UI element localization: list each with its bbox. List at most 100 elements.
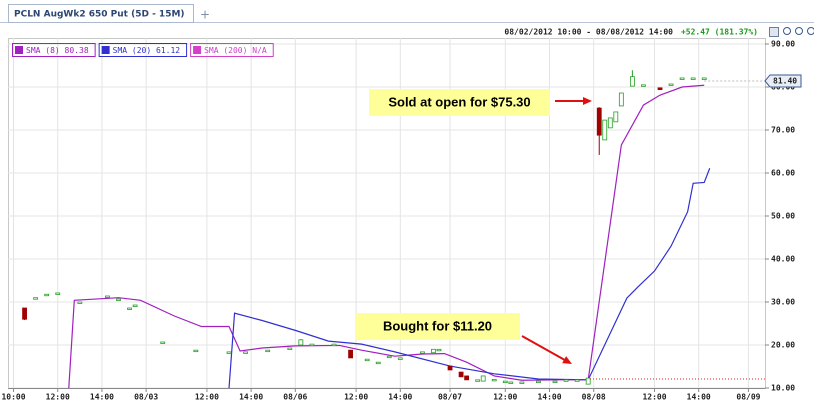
- candle-body: [375, 361, 381, 365]
- last-price-tag: [764, 74, 802, 88]
- candle-body: [364, 358, 370, 362]
- candle-body: [701, 77, 707, 80]
- x-tick-label: 12:00: [46, 393, 70, 402]
- toolbar: [769, 27, 814, 37]
- candle-body: [629, 76, 635, 87]
- candle-body: [641, 84, 646, 87]
- candle-body: [574, 379, 580, 382]
- y-tick-label: 10.00: [771, 384, 795, 393]
- annotation-box: [369, 89, 550, 116]
- candle-body: [44, 293, 50, 297]
- x-tick-label: 14:00: [90, 393, 114, 402]
- y-tick-label: 70.00: [771, 126, 795, 135]
- y-tick-label: 50.00: [771, 212, 795, 221]
- legend-icon[interactable]: [101, 46, 110, 54]
- annotation-text: Bought for $11.20: [383, 318, 492, 333]
- x-tick-label: 12:00: [344, 393, 368, 402]
- candle-body: [519, 381, 525, 384]
- x-tick-label: 12:00: [493, 393, 517, 402]
- candle-body: [502, 380, 508, 384]
- candle-body: [160, 341, 166, 344]
- tab-add[interactable]: +: [200, 8, 210, 22]
- x-tick-label: 08/06: [283, 393, 307, 402]
- candle-body: [480, 375, 486, 382]
- candle-body: [309, 343, 315, 347]
- y-tick-label: 30.00: [771, 298, 795, 307]
- candle-body: [77, 301, 83, 304]
- x-tick-label: 14:00: [388, 393, 412, 402]
- y-tick-label: 20.00: [771, 341, 795, 350]
- legend-icon[interactable]: [193, 46, 202, 54]
- candle-body: [420, 351, 425, 354]
- annotation-box: [355, 313, 520, 340]
- legend-label: SMA (20) 61.12: [113, 46, 181, 55]
- date-range: 08/02/2012 10:00 - 08/08/2012 14:00: [504, 28, 673, 37]
- legend-name: SMA (200): [204, 46, 247, 55]
- legend-icon[interactable]: [15, 46, 23, 54]
- y-tick-label: 40.00: [771, 255, 795, 264]
- candle-body: [679, 77, 685, 80]
- y-tick-label: 90.00: [771, 40, 795, 49]
- x-tick-label: 14:00: [239, 393, 263, 402]
- legend-name: SMA (8): [26, 46, 60, 55]
- candle-body: [226, 351, 232, 354]
- candle-body: [508, 381, 514, 384]
- last-price-label: 81.40: [773, 76, 797, 85]
- candle-body: [458, 371, 464, 378]
- candle-body: [386, 355, 392, 359]
- candle-body: [475, 379, 481, 382]
- tab-title[interactable]: PCLN AugWk2 650 Put (5D - 15M): [14, 10, 185, 20]
- candle-body: [287, 347, 293, 350]
- legend-value: N/A: [252, 46, 267, 55]
- candle-body: [563, 379, 569, 382]
- annotation-arrowhead: [562, 356, 572, 364]
- candle-body: [657, 87, 663, 90]
- candle-body: [397, 357, 403, 360]
- candle-body: [585, 377, 591, 385]
- x-tick-label: 14:00: [537, 393, 561, 402]
- candle-body: [348, 349, 353, 359]
- candle-body: [331, 343, 337, 347]
- candle-body: [491, 378, 497, 382]
- x-tick-label: 08/07: [438, 393, 462, 402]
- sma-line: [228, 168, 711, 389]
- annotation-text: Sold at open for $75.30: [388, 94, 530, 109]
- annotation-arrow: [521, 335, 568, 362]
- candle-body: [243, 351, 248, 354]
- candle-body: [464, 375, 470, 381]
- candle-body: [33, 297, 39, 300]
- zoom-out[interactable]: [795, 27, 803, 35]
- candle-body: [613, 111, 619, 123]
- candle-body: [431, 348, 436, 354]
- candle-body: [552, 380, 558, 384]
- candle-body: [447, 365, 453, 371]
- tab[interactable]: [8, 4, 194, 23]
- candle-body: [105, 295, 110, 298]
- legend-box: [98, 43, 188, 57]
- candle-body: [127, 307, 132, 310]
- candle-body: [536, 380, 541, 384]
- tool-button[interactable]: [769, 27, 779, 37]
- zoom-in[interactable]: [783, 27, 791, 35]
- candle-body: [22, 307, 27, 320]
- x-tick-label: 08/03: [134, 393, 158, 402]
- legend-value: 80.38: [65, 46, 89, 55]
- x-tick-label: 08/08: [582, 393, 606, 402]
- x-tick-label: 10:00: [1, 393, 25, 402]
- candle-body: [602, 119, 608, 141]
- candle-body: [298, 339, 304, 346]
- zoom-reset[interactable]: [807, 27, 814, 35]
- legend-value: 61.12: [156, 46, 180, 55]
- legend-name: SMA (20): [113, 46, 152, 55]
- y-tick-label: 60.00: [771, 169, 795, 178]
- x-tick-label: 08/09: [736, 393, 760, 402]
- x-tick-label: 12:00: [642, 393, 666, 402]
- candle-body: [436, 348, 442, 352]
- legend-label: SMA (200) N/A: [204, 46, 267, 55]
- candle-body: [607, 117, 613, 129]
- legend-box: [190, 43, 274, 57]
- legend-box: [12, 43, 96, 57]
- candle-body: [596, 107, 602, 136]
- candle-body: [116, 298, 121, 301]
